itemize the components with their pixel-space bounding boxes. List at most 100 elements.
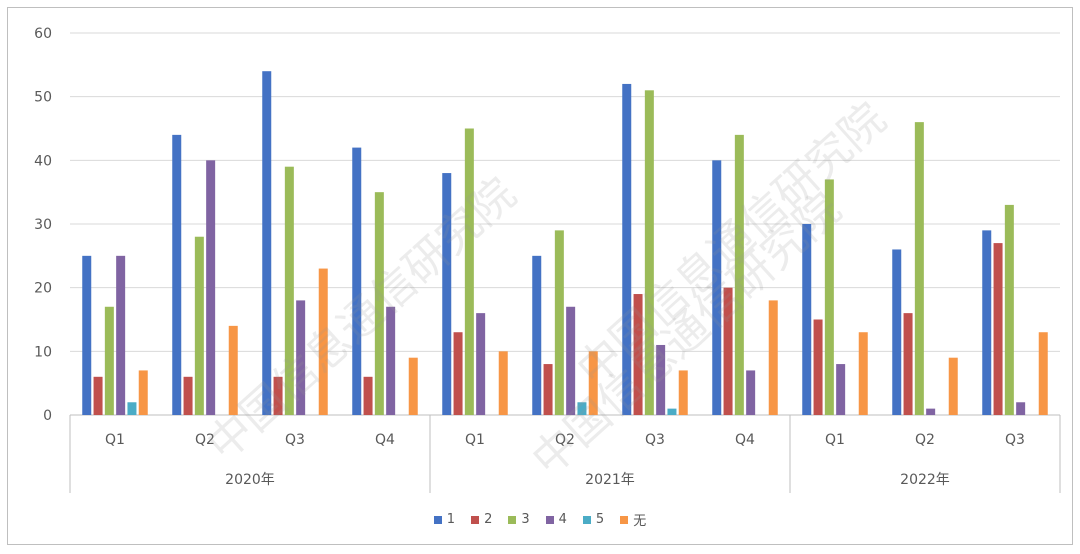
x-tick-label: Q1	[825, 432, 845, 448]
bar-series-4	[386, 306, 396, 415]
bar-series-1	[352, 147, 362, 415]
bar-series-2	[453, 332, 463, 415]
bar-series-无	[588, 351, 598, 415]
legend-item: 2	[471, 510, 492, 529]
bar-series-5	[667, 408, 677, 415]
legend-item: 无	[620, 510, 646, 529]
bar-series-3	[914, 122, 924, 415]
bar-series-无	[858, 332, 868, 415]
bar-series-无	[408, 357, 418, 415]
x-tick-label: Q2	[555, 432, 575, 448]
bar-series-无	[138, 370, 148, 415]
bar-series-无	[678, 370, 688, 415]
legend-swatch	[433, 515, 442, 524]
bar-series-1	[532, 255, 542, 415]
bar-series-2	[363, 376, 373, 415]
x-tick-label: Q4	[735, 432, 755, 448]
legend-item: 3	[508, 510, 530, 529]
y-tick-label: 30	[34, 217, 52, 233]
legend-label: 5	[595, 512, 605, 527]
bar-series-1	[262, 71, 272, 415]
x-tick-label: Q1	[105, 432, 125, 448]
bar-series-无	[318, 268, 328, 415]
bar-series-2	[633, 294, 643, 415]
x-tick-label: Q4	[375, 432, 395, 448]
bar-series-4	[116, 255, 126, 415]
bar-series-3	[194, 236, 204, 415]
legend-label: 4	[558, 512, 567, 527]
bar-series-5	[577, 402, 587, 415]
bar-series-3	[644, 90, 654, 416]
legend-swatch	[582, 515, 591, 524]
bar-series-4	[656, 344, 666, 415]
bar-series-3	[734, 134, 744, 415]
bar-series-3	[554, 230, 564, 415]
year-label: 2020年	[225, 472, 275, 488]
chart-legend: 1 2 3 4 5 无	[0, 510, 1080, 529]
x-tick-label: Q3	[285, 432, 305, 448]
bar-series-1	[172, 134, 182, 415]
x-tick-label: Q2	[195, 432, 215, 448]
bar-series-1	[712, 160, 722, 415]
bar-series-无	[768, 300, 778, 415]
bar-series-1	[982, 230, 992, 415]
y-tick-label: 10	[34, 344, 52, 360]
legend-swatch	[620, 515, 629, 524]
axes: 0 10 20 30 40 50 60 Q1 Q2 Q3 Q4 Q1 Q2 Q3 Q4 Q1 Q2 Q3 2020年…	[34, 26, 1061, 493]
bar-series-5	[127, 402, 137, 415]
bar-series-3	[104, 306, 114, 415]
bar-series-4	[296, 300, 306, 415]
y-tick-label: 50	[34, 90, 52, 106]
bar-series-3	[1004, 204, 1014, 415]
x-tick-label: Q1	[465, 432, 485, 448]
bar-series-3	[824, 179, 834, 415]
legend-label: 无	[633, 514, 647, 529]
bar-series-无	[1038, 332, 1048, 415]
bar-series-2	[183, 376, 193, 415]
legend-label: 1	[446, 512, 456, 527]
y-tick-label: 40	[34, 153, 52, 169]
legend-item: 5	[582, 510, 605, 529]
bar-series-2	[903, 313, 913, 415]
y-tick-label: 60	[34, 26, 52, 42]
bar-series-2	[723, 287, 733, 415]
bar-series-1	[442, 173, 452, 415]
bar-series-1	[892, 249, 902, 415]
x-tick-label: Q2	[915, 432, 935, 448]
x-tick-label: Q3	[1005, 432, 1025, 448]
legend-swatch	[545, 515, 554, 524]
bar-series-3	[464, 128, 474, 415]
bar-series-无	[948, 357, 958, 415]
bar-series-4	[926, 408, 936, 415]
legend-label: 3	[521, 512, 530, 527]
year-label: 2022年	[900, 472, 950, 488]
bar-series-3	[284, 166, 294, 415]
bar-series-2	[813, 319, 823, 415]
y-tick-label: 20	[34, 281, 52, 297]
bar-series-无	[498, 351, 508, 415]
bar-series-1	[622, 83, 632, 415]
bar-series-3	[374, 192, 384, 415]
legend-swatch	[471, 515, 480, 524]
bar-series-1	[82, 255, 92, 415]
bar-series-2	[993, 243, 1003, 415]
legend-swatch	[508, 515, 517, 524]
bar-series-4	[566, 306, 576, 415]
bar-series-2	[273, 376, 283, 415]
bar-series-4	[836, 364, 846, 415]
bar-series-2	[543, 364, 553, 415]
legend-label: 2	[484, 512, 493, 527]
year-label: 2021年	[585, 472, 635, 488]
bar-series-无	[228, 325, 238, 415]
y-tick-label: 0	[43, 408, 52, 424]
bar-series-4	[476, 313, 486, 415]
bar-series-4	[746, 370, 756, 415]
bar-series-4	[1016, 402, 1026, 415]
bar-series-1	[802, 224, 812, 415]
legend-item: 4	[545, 510, 567, 529]
bars	[82, 71, 1048, 416]
legend-item: 1	[433, 510, 456, 529]
x-tick-label: Q3	[645, 432, 665, 448]
bar-series-2	[93, 376, 103, 415]
